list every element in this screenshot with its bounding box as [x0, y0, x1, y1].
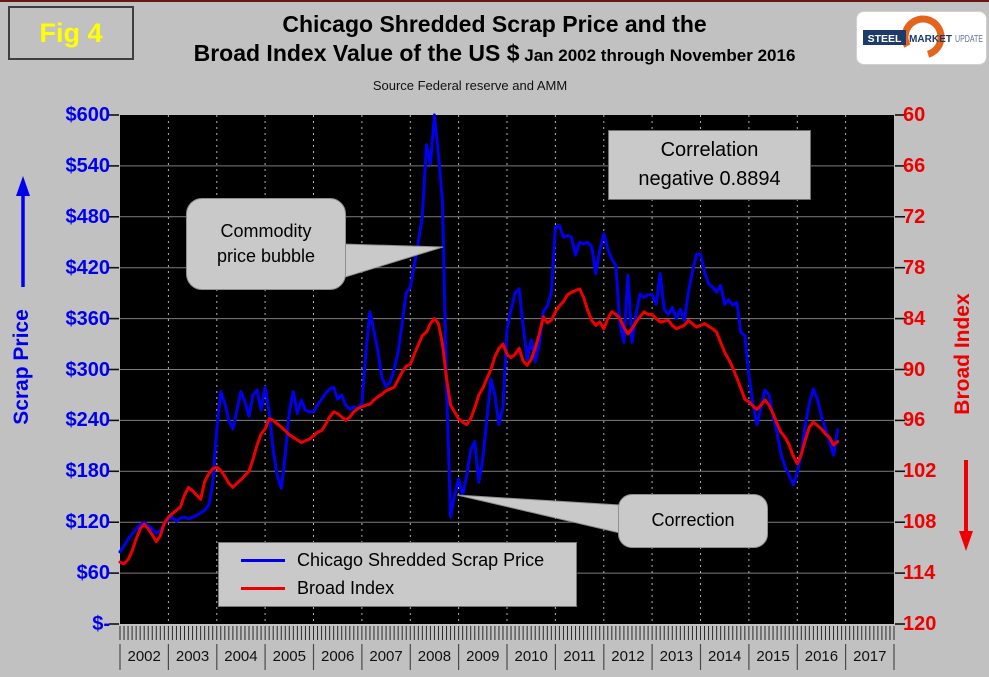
left-tick-600: $600: [65, 104, 111, 126]
year-label: 2005: [272, 648, 306, 665]
data-series: [118, 113, 840, 566]
left-tick-60: $60: [76, 562, 110, 584]
left-tick-120: $120: [65, 511, 111, 533]
blue-line-swatch-icon: [241, 559, 285, 562]
year-label: 2016: [804, 648, 839, 665]
right-tick-84: 84: [903, 308, 926, 330]
right-tick-120: 120: [903, 613, 937, 635]
scrap-price-up-arrow-icon: [16, 176, 30, 287]
left-tick-0: $-: [92, 613, 110, 635]
axis-ticks: [109, 114, 905, 625]
figure-number-box: Fig 4: [8, 6, 134, 60]
month-ticks: [119, 626, 895, 670]
year-label: 2013: [659, 648, 693, 665]
year-label: 2010: [514, 648, 548, 665]
right-tick-90: 90: [903, 359, 926, 381]
year-label: 2007: [369, 648, 403, 665]
legend-label: Chicago Shredded Scrap Price: [297, 550, 545, 570]
left-tick-240: $240: [65, 409, 111, 431]
legend-item-broad-index: Broad Index: [241, 578, 576, 599]
right-tick-108: 108: [903, 511, 937, 533]
chart-source: Source Federal reserve and AMM: [372, 78, 568, 93]
year-label: 2011: [563, 648, 596, 665]
year-label: 2004: [224, 648, 258, 665]
left-tick-300: $300: [65, 359, 111, 381]
x-axis-year-labels: 2002 2003 2004 2005 2006 2007 2008 2009 …: [120, 646, 894, 668]
logo-update-text: UPDATE: [955, 33, 983, 45]
chart-title-line1: Chicago Shredded Scrap Price and the: [282, 11, 707, 37]
legend-label: Broad Index: [297, 578, 395, 598]
correlation-text-line2: negative 0.8894: [638, 168, 781, 190]
right-tick-114: 114: [903, 562, 936, 584]
left-tick-420: $420: [65, 257, 111, 279]
logo-market-text: MARKET: [909, 33, 953, 45]
right-tick-72: 72: [903, 206, 926, 228]
right-tick-102: 102: [903, 460, 937, 482]
left-tick-540: $540: [65, 155, 111, 177]
right-axis-title: Broad Index: [951, 293, 974, 415]
year-label: 2008: [417, 648, 452, 665]
correlation-annotation: Correlation negative 0.8894: [608, 130, 811, 200]
figure-number: Fig 4: [39, 17, 103, 48]
callout-text: price bubble: [216, 246, 316, 266]
chart-title-line2: Broad Index Value of the US $ Jan 2002 t…: [0, 40, 989, 67]
right-tick-78: 78: [903, 257, 926, 279]
correction-callout: Correction: [618, 494, 768, 548]
commodity-bubble-callout: Commodity price bubble: [186, 198, 346, 290]
logo-graphic: STEEL MARKET UPDATE: [863, 15, 983, 59]
chart-title-date-range: Jan 2002 through November 2016: [519, 46, 796, 65]
year-label: 2002: [127, 648, 161, 665]
right-tick-66: 66: [903, 155, 926, 177]
right-tick-96: 96: [903, 409, 926, 431]
year-label: 2014: [708, 648, 742, 665]
red-line-swatch-icon: [241, 587, 285, 590]
left-axis-title: Scrap Price: [10, 309, 33, 425]
callout-text: Commodity: [220, 220, 312, 241]
year-label: 2003: [175, 648, 210, 665]
correlation-text-line1: Correlation: [660, 139, 759, 161]
year-label: 2012: [611, 648, 645, 665]
steel-market-update-logo: STEEL MARKET UPDATE: [856, 11, 987, 65]
right-tick-60: 60: [903, 104, 926, 126]
broad-index-down-arrow-icon: [959, 460, 973, 551]
year-label: 2015: [756, 648, 790, 665]
left-tick-360: $360: [65, 308, 111, 330]
legend: Chicago Shredded Scrap Price Broad Index: [218, 542, 577, 607]
legend-item-scrap-price: Chicago Shredded Scrap Price: [241, 550, 576, 571]
year-label: 2006: [321, 648, 355, 665]
left-tick-180: $180: [65, 460, 111, 482]
chart-title-line2-main: Broad Index Value of the US $: [193, 40, 520, 66]
logo-steel-text: STEEL: [868, 33, 902, 45]
year-label: 2017: [853, 648, 887, 665]
left-tick-480: $480: [65, 206, 111, 228]
callout-text: Correction: [651, 510, 735, 531]
year-label: 2009: [466, 648, 500, 665]
